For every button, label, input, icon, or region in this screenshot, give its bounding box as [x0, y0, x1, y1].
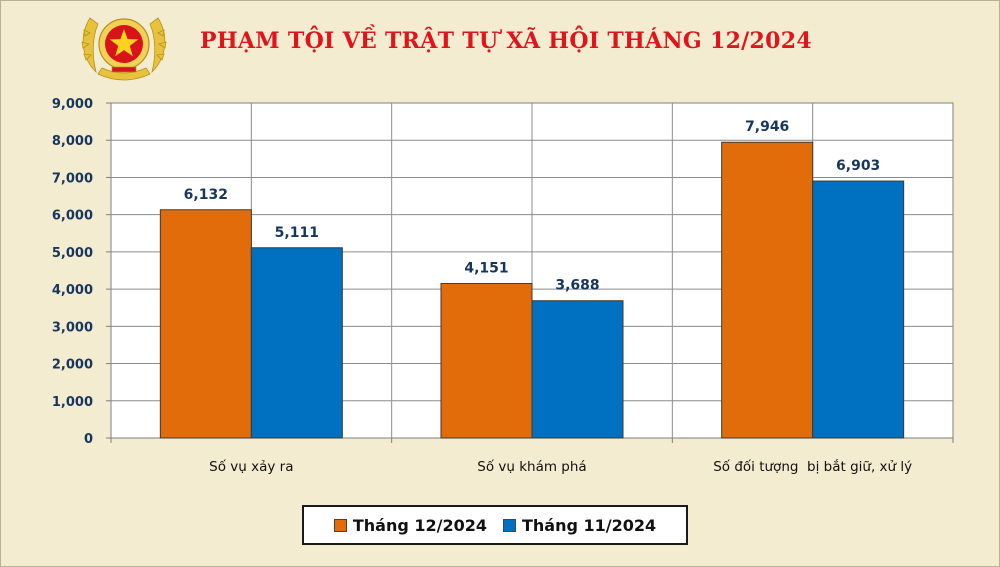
- data-labels: 6,132 5,111 4,151 3,688 7,946 6,903: [184, 119, 881, 293]
- y-tick-label: 8,000: [52, 134, 93, 149]
- bar: [250, 247, 343, 439]
- x-category-label: Số vụ khám phá: [477, 458, 586, 475]
- bar: [440, 282, 533, 439]
- y-tick-label: 3,000: [52, 320, 93, 335]
- bar: [721, 141, 814, 439]
- data-label: 4,151: [464, 260, 508, 276]
- y-tick-label: 0: [84, 432, 93, 447]
- y-tick-label: 5,000: [52, 246, 93, 261]
- data-label: 6,132: [184, 187, 228, 203]
- legend-item-series-1: Tháng 12/2024: [333, 515, 487, 535]
- legend-label: Tháng 12/2024: [352, 515, 487, 535]
- data-label: 7,946: [745, 119, 789, 135]
- bar: [531, 300, 624, 439]
- y-axis-ticks: 0 1,000 2,000 3,000 4,000 5,000 6,000 7,000 8,00…: [52, 97, 93, 447]
- y-tick-label: 1,000: [52, 395, 93, 410]
- bars: [159, 141, 905, 439]
- data-label: 5,111: [275, 225, 319, 241]
- bar: [159, 209, 252, 439]
- data-label: 6,903: [836, 158, 880, 174]
- bar: [812, 180, 905, 439]
- legend-swatch-blue: [503, 518, 516, 532]
- y-tick-label: 2,000: [52, 358, 93, 373]
- y-tick-label: 4,000: [52, 283, 93, 298]
- x-category-label: Số vụ xảy ra: [209, 458, 293, 475]
- legend-label: Tháng 11/2024: [522, 515, 657, 535]
- y-tick-label: 6,000: [52, 209, 93, 224]
- chart-title: PHẠM TỘI VỀ TRẬT TỰ XÃ HỘI THÁNG 12/2024: [200, 28, 812, 54]
- y-tick-label: 7,000: [52, 171, 93, 186]
- legend-item-series-2: Tháng 11/2024: [503, 516, 656, 535]
- data-label: 3,688: [555, 278, 599, 294]
- legend-swatch-orange: [333, 518, 347, 532]
- x-category-label: Số đối tượng bị bắt giữ, xử lý: [713, 458, 912, 475]
- legend: Tháng 12/2024 Tháng 11/2024: [302, 505, 688, 545]
- police-emblem-icon: [81, 17, 167, 81]
- y-tick-label: 9,000: [52, 97, 93, 112]
- x-axis-categories: Số vụ xảy ra Số vụ khám phá Số đối tượng b…: [209, 458, 912, 475]
